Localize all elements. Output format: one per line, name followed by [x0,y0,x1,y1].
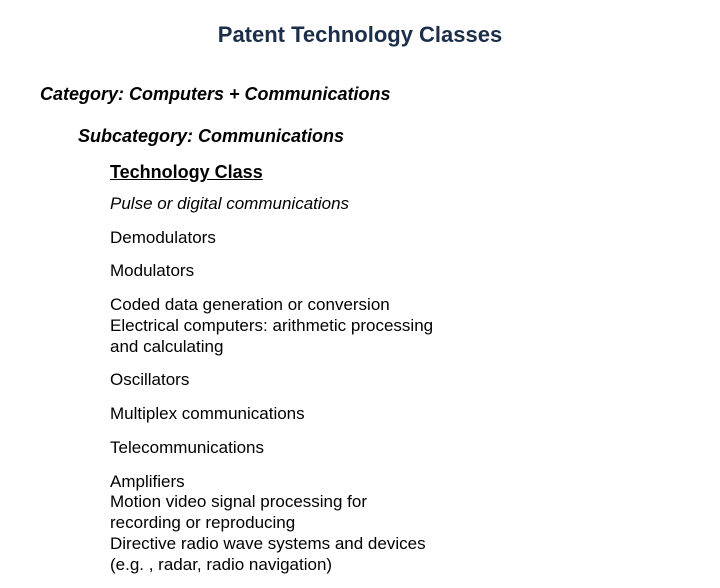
technology-class-item: Coded data generation or conversion Elec… [110,295,440,357]
page-title: Patent Technology Classes [0,22,720,48]
category-label: Category: Computers + Communications [40,84,391,105]
technology-class-item: Telecommunications [110,438,440,459]
technology-class-list: Pulse or digital communications Demodulat… [110,194,440,588]
technology-class-item: Modulators [110,261,440,282]
subcategory-label: Subcategory: Communications [78,126,344,147]
technology-class-item: AmplifiersMotion video signal processing… [110,472,440,576]
page: Patent Technology Classes Category: Comp… [0,0,720,540]
technology-class-item: Multiplex communications [110,404,440,425]
technology-class-item: Demodulators [110,228,440,249]
technology-class-item: Pulse or digital communications [110,194,440,215]
technology-class-header: Technology Class [110,162,263,183]
technology-class-item: Oscillators [110,370,440,391]
